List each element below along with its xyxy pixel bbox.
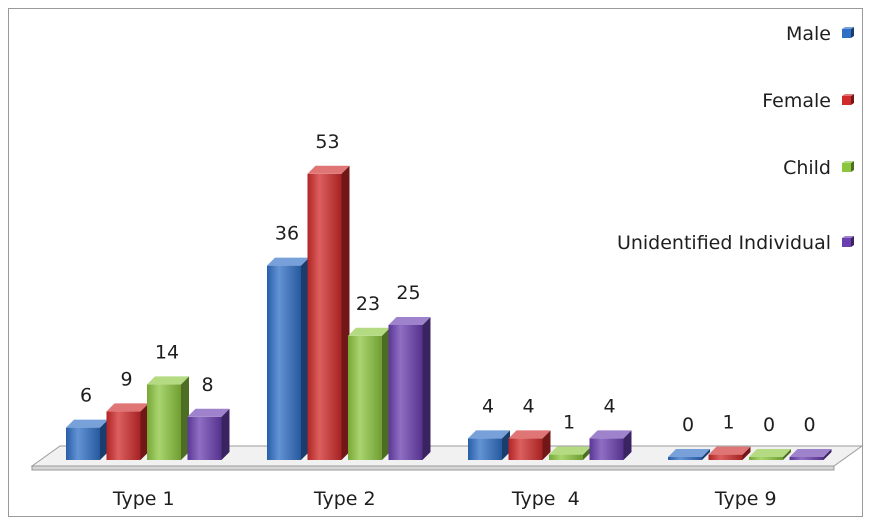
legend-swatch — [842, 94, 854, 105]
legend-swatch — [842, 161, 854, 172]
value-label: 4 — [522, 395, 534, 417]
bar-female-3 — [508, 430, 551, 460]
category-labels: Type 1 Type 2 Type 4 Type 9 — [112, 488, 777, 510]
legend-label: Male — [786, 23, 831, 45]
category-label: Type 2 — [313, 488, 376, 510]
bar-unidentified-individual-4 — [789, 449, 832, 460]
bar-child-3 — [549, 446, 591, 460]
value-label: 0 — [763, 414, 775, 436]
bar-female-1 — [106, 403, 149, 460]
legend-label: Female — [762, 90, 831, 112]
chart-floor — [30, 445, 864, 471]
value-label: 25 — [396, 282, 420, 304]
bar-unidentified-individual-2 — [388, 317, 431, 460]
category-label: Type 4 — [511, 488, 580, 510]
floor-edge — [31, 465, 835, 471]
bar-child-2 — [348, 327, 390, 460]
value-label: 53 — [315, 131, 339, 153]
category-label: Type 9 — [714, 488, 777, 510]
value-label: 0 — [682, 414, 694, 436]
bar-male-1 — [66, 419, 108, 460]
bar-male-2 — [267, 257, 309, 460]
legend-label: Child — [783, 157, 831, 179]
value-label: 1 — [722, 412, 734, 434]
bar-unidentified-individual-3 — [589, 430, 632, 460]
legend-swatch — [842, 27, 854, 38]
value-label: 9 — [120, 368, 132, 390]
bar-male-4 — [668, 449, 710, 460]
bar-male-3 — [468, 430, 510, 460]
value-label: 36 — [275, 223, 299, 245]
bars — [66, 165, 832, 461]
value-label: 4 — [482, 395, 494, 417]
value-label: 0 — [803, 414, 815, 436]
value-label: 6 — [80, 385, 92, 407]
value-label: 4 — [603, 395, 615, 417]
value-label: 23 — [356, 293, 380, 315]
legend-label: Unidentified Individual — [617, 232, 831, 254]
bar-female-4 — [708, 446, 751, 460]
category-label: Type 1 — [112, 488, 175, 510]
legend-swatch — [842, 236, 854, 247]
value-label: 8 — [201, 374, 213, 396]
bar-child-4 — [749, 449, 791, 460]
bar-female-2 — [307, 165, 350, 461]
value-label: 14 — [155, 341, 179, 363]
value-label: 1 — [563, 412, 575, 434]
bar-unidentified-individual-1 — [187, 408, 230, 460]
legend: Male Female Child Unidentified Individual — [617, 23, 854, 254]
bar-child-1 — [147, 376, 189, 460]
